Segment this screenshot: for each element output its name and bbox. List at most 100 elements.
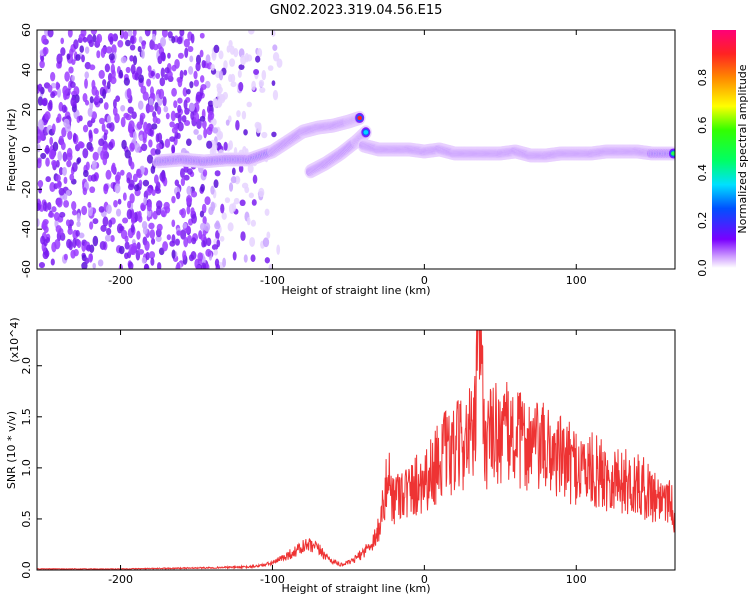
spectrogram-noise-mark (150, 257, 155, 266)
spectrogram-noise-mark (167, 52, 171, 59)
spectrogram-noise-mark (92, 235, 99, 247)
spectrogram-noise-mark (171, 144, 176, 153)
spectrogram-noise-mark (264, 257, 270, 264)
spectrogram-noise-mark (151, 123, 158, 130)
spectrogram-noise-mark (101, 123, 106, 132)
spectrogram-noise-mark (266, 231, 271, 239)
spectrogram-noise-mark (82, 187, 88, 196)
spectrogram-noise-mark (182, 87, 188, 97)
spectrogram-noise-mark (210, 63, 215, 71)
spectrogram-noise-mark (108, 219, 113, 228)
spectrogram-noise-mark (50, 91, 56, 99)
spectrogram-noise-mark (90, 30, 98, 35)
spectrogram-noise-mark (141, 49, 145, 59)
spectrogram-noise-mark (221, 212, 227, 220)
spectrogram-noise-mark (56, 53, 63, 65)
snr-frame (36, 329, 676, 571)
spectrogram-noise-mark (39, 60, 45, 69)
spectrogram-noise-mark (201, 59, 206, 69)
spectrogram-noise-mark (259, 87, 266, 93)
spectrogram-y-tick-label: -40 (20, 220, 33, 238)
spectrogram-noise-mark (196, 134, 203, 141)
spectrogram-noise-mark (130, 64, 136, 75)
spectrogram-noise-mark (121, 139, 127, 150)
spectrogram-noise-mark (60, 47, 66, 56)
spectrogram-noise-mark (229, 45, 235, 55)
spectrogram-noise-mark (115, 95, 121, 102)
spectrogram-noise-mark (82, 36, 88, 43)
spectrogram-noise-mark (97, 259, 104, 267)
spectrogram-noise-mark (63, 176, 68, 185)
spectrogram-noise-mark (237, 69, 242, 78)
spectrogram-noise-mark (162, 96, 167, 107)
spectrogram-noise-mark (240, 231, 246, 242)
spectrogram-noise-mark (153, 174, 159, 185)
spectrogram-noise-mark (258, 122, 262, 133)
spectrogram-noise-mark (102, 216, 109, 227)
spectrogram-noise-mark (138, 74, 145, 83)
spectrogram-noise-mark (104, 234, 112, 242)
spectrogram-noise-mark (67, 130, 73, 141)
spectrogram-noise-mark (98, 97, 104, 104)
spectrogram-noise-mark (272, 44, 278, 51)
spectrogram-noise-mark (89, 96, 94, 104)
snr-x-tick-label: -100 (260, 573, 285, 586)
spectrogram-noise-mark (152, 43, 159, 51)
spectrogram-noise-mark (138, 179, 143, 188)
spectrogram-noise-mark (193, 79, 199, 87)
spectrogram-noise-mark (143, 196, 148, 206)
spectrogram-noise-mark (252, 174, 258, 184)
spectrogram-noise-mark (92, 218, 99, 225)
spectrogram-noise-mark (106, 227, 112, 236)
spectrogram-noise-mark (122, 192, 127, 201)
spectrogram-noise-mark (80, 30, 87, 37)
spectrogram-noise-mark (270, 30, 276, 37)
spectrogram-noise-mark (78, 232, 85, 239)
spectrogram-noise-mark (195, 264, 202, 269)
spectrogram-noise-mark (225, 119, 230, 126)
spectrogram-noise-mark (82, 124, 89, 133)
spectrogram-noise-mark (187, 168, 193, 175)
spectrogram-noise-mark (111, 164, 116, 175)
spectrogram-noise-mark (88, 129, 93, 139)
spectrogram-noise-mark (156, 106, 162, 115)
spectrogram-noise-mark (40, 152, 47, 160)
spectrogram-noise-mark (261, 70, 267, 81)
spectrogram-noise-mark (160, 67, 165, 78)
spectrogram-noise-mark (102, 79, 107, 87)
spectrogram-noise-mark (136, 121, 143, 130)
spectrogram-x-tick-label: -100 (260, 274, 285, 287)
spectrogram-noise-mark (205, 54, 211, 64)
spectrogram-noise-mark (158, 88, 165, 100)
spectrogram-noise-mark (89, 186, 96, 194)
figure-title: GN02.2023.319.04.56.E15 (270, 3, 443, 18)
spectrogram-noise-mark (112, 33, 119, 42)
spectrogram-noise-mark (186, 205, 191, 215)
spectrogram-noise-mark (235, 119, 240, 131)
spectrogram-noise-mark (231, 202, 237, 212)
spectrogram-noise-mark (62, 85, 69, 96)
spectrogram-noise-mark (156, 205, 162, 216)
spectrogram-noise-mark (37, 83, 43, 92)
spectrogram-noise-mark (127, 106, 134, 114)
spectrogram-noise-mark (146, 154, 154, 164)
spectrogram-noise-mark (193, 129, 199, 135)
spectrogram-noise-mark (128, 120, 135, 131)
spectrogram-noise-mark (68, 66, 74, 74)
spectrogram-noise-mark (127, 30, 133, 37)
colorbar-tick-label: 0.4 (696, 164, 709, 182)
spectrogram-noise-mark (264, 208, 270, 216)
spectrogram-noise-mark (91, 111, 98, 120)
spectrogram-noise-mark (195, 61, 201, 72)
spectrogram-noise-mark (193, 112, 200, 123)
spectrogram-noise-mark (204, 196, 211, 206)
spectrogram-noise-mark (228, 39, 233, 48)
spectrogram-noise-mark (183, 174, 190, 181)
spectrogram-noise-mark (179, 168, 185, 179)
spectrogram-noise-mark (106, 46, 113, 54)
spectrogram-noise-mark (72, 132, 77, 143)
spectrogram-noise-mark (113, 98, 117, 109)
spectrogram-noise-mark (116, 223, 123, 234)
